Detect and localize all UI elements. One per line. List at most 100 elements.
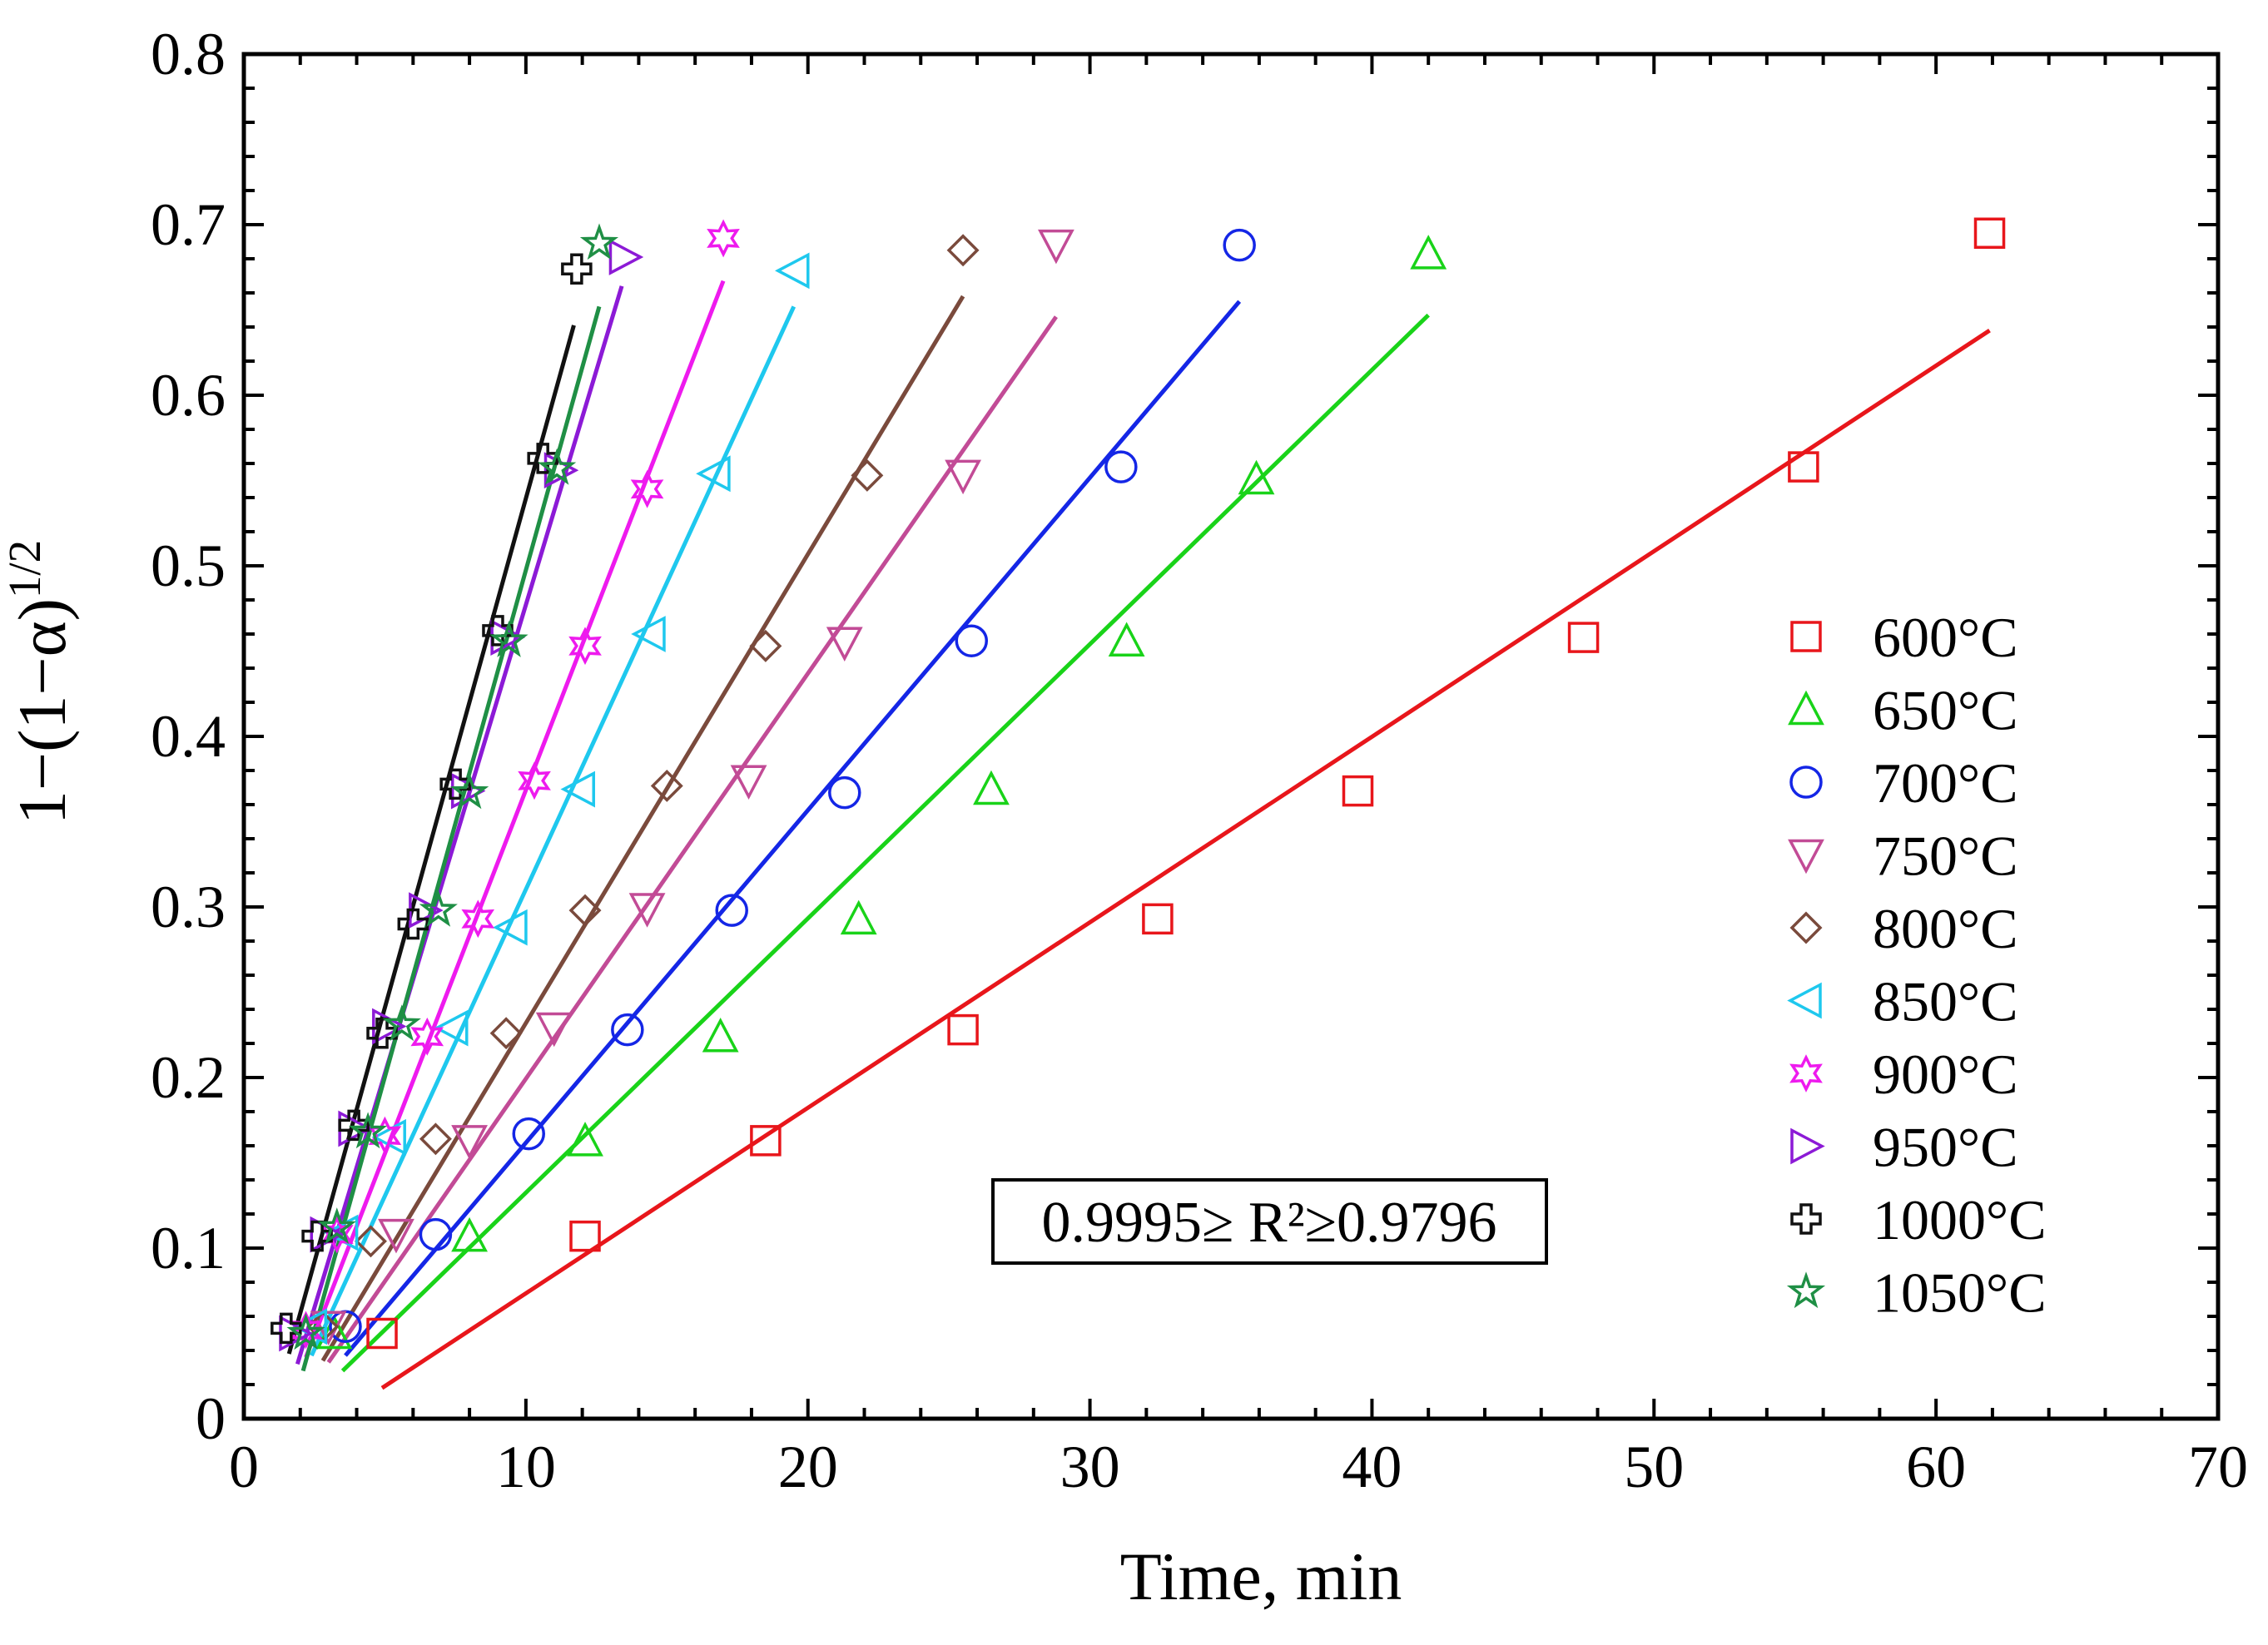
data-point xyxy=(973,770,1010,805)
y-axis-title-exponent: 1/2 xyxy=(0,540,50,598)
x-tick-label: 70 xyxy=(2188,1434,2248,1500)
r-squared-annotation: 0.9995≥ R²≥0.9796 xyxy=(991,1178,1548,1265)
data-point xyxy=(840,899,877,935)
data-point xyxy=(382,1004,421,1042)
data-point xyxy=(707,219,740,258)
series-10 xyxy=(286,223,619,1350)
data-point xyxy=(775,252,810,290)
fit-line-3 xyxy=(344,300,1242,1357)
series-1 xyxy=(366,217,2006,1350)
y-tick-label: 0.6 xyxy=(151,362,226,429)
data-point xyxy=(1104,450,1138,483)
legend-label: 650°C xyxy=(1873,679,2018,742)
data-point xyxy=(630,469,664,508)
y-tick-label: 0.5 xyxy=(151,533,226,599)
x-tick-label: 20 xyxy=(778,1434,838,1500)
data-point xyxy=(535,1012,573,1048)
data-point xyxy=(560,770,595,808)
data-point xyxy=(750,1125,782,1157)
legend-marker xyxy=(1790,1127,1825,1165)
data-point xyxy=(611,1013,644,1047)
data-point xyxy=(512,1117,545,1151)
data-point xyxy=(945,459,981,495)
data-point xyxy=(1973,217,2006,249)
legend-label: 850°C xyxy=(1873,970,2018,1033)
legend-item: 700°C xyxy=(1789,751,2018,815)
y-axis-title-base: 1−(1−α) xyxy=(4,598,80,825)
data-point xyxy=(568,894,602,927)
data-point xyxy=(702,1018,739,1053)
legend-item: 1000°C xyxy=(1790,1188,2047,1251)
data-point xyxy=(628,893,666,928)
y-axis-title: 1−(1−α)1/2 xyxy=(0,540,80,825)
data-point xyxy=(286,1313,325,1350)
data-point xyxy=(715,894,748,927)
data-point xyxy=(826,627,863,661)
legend-label: 1000°C xyxy=(1873,1188,2047,1251)
data-point xyxy=(568,627,602,666)
data-point xyxy=(1410,235,1447,270)
fit-line-7 xyxy=(304,280,726,1359)
legend-item: 850°C xyxy=(1787,970,2018,1033)
data-point xyxy=(947,1013,979,1046)
fit-line-9 xyxy=(286,325,576,1355)
y-tick-label: 0.7 xyxy=(151,191,226,258)
x-axis-title: Time, min xyxy=(1120,1538,1402,1614)
data-point xyxy=(1567,622,1600,653)
data-point xyxy=(538,448,577,485)
series-3 xyxy=(329,228,1256,1344)
data-point xyxy=(946,234,980,267)
legend-marker xyxy=(1790,621,1822,652)
data-point xyxy=(366,1017,398,1049)
data-point xyxy=(366,1317,398,1350)
data-point xyxy=(696,455,731,493)
annotation-box xyxy=(991,1178,1548,1265)
data-point xyxy=(378,1218,414,1254)
data-point xyxy=(730,765,767,800)
fit-line-2 xyxy=(340,313,1430,1373)
data-point xyxy=(1238,459,1275,495)
fit-line-1 xyxy=(380,329,1991,1390)
data-point xyxy=(355,1225,387,1258)
data-point xyxy=(518,761,551,800)
data-point xyxy=(410,1017,444,1056)
data-point xyxy=(561,253,593,285)
data-point xyxy=(270,1312,302,1345)
data-point xyxy=(527,443,558,474)
legend-marker xyxy=(1787,982,1822,1019)
data-point xyxy=(439,768,471,800)
data-point xyxy=(650,769,683,802)
legend-item: 800°C xyxy=(1789,897,2018,960)
legend-marker xyxy=(1786,1271,1826,1309)
data-point xyxy=(955,624,989,657)
legend-marker xyxy=(1789,766,1823,799)
legend-marker xyxy=(1789,1054,1823,1093)
legend-item: 650°C xyxy=(1788,679,2018,742)
data-point xyxy=(397,908,429,940)
fit-line-4 xyxy=(326,315,1058,1364)
data-point xyxy=(851,458,884,492)
series-7 xyxy=(289,219,740,1350)
x-tick-label: 30 xyxy=(1060,1434,1120,1500)
data-point xyxy=(608,239,644,275)
data-point xyxy=(419,1122,452,1156)
y-tick-label: 0.4 xyxy=(151,703,226,770)
x-tick-label: 50 xyxy=(1624,1434,1684,1500)
data-point xyxy=(828,775,861,810)
y-tick-label: 0.1 xyxy=(151,1215,226,1281)
legend-item: 600°C xyxy=(1790,606,2018,669)
data-point xyxy=(317,1207,356,1245)
legend: 600°C 650°C 700°C 750°C 800°C 850°C 900°C 950°C… xyxy=(1786,606,2047,1325)
legend-label: 950°C xyxy=(1873,1116,2018,1179)
data-point xyxy=(419,889,458,927)
y-tick-label: 0 xyxy=(196,1385,226,1452)
y-tick-label: 0.3 xyxy=(151,874,226,940)
series-5 xyxy=(306,234,980,1343)
legend-item: 900°C xyxy=(1789,1043,2018,1106)
data-point xyxy=(451,1125,488,1160)
legend-label: 750°C xyxy=(1873,825,2018,888)
data-point xyxy=(461,899,495,939)
data-point xyxy=(1788,451,1819,483)
legend-marker xyxy=(1788,690,1824,726)
